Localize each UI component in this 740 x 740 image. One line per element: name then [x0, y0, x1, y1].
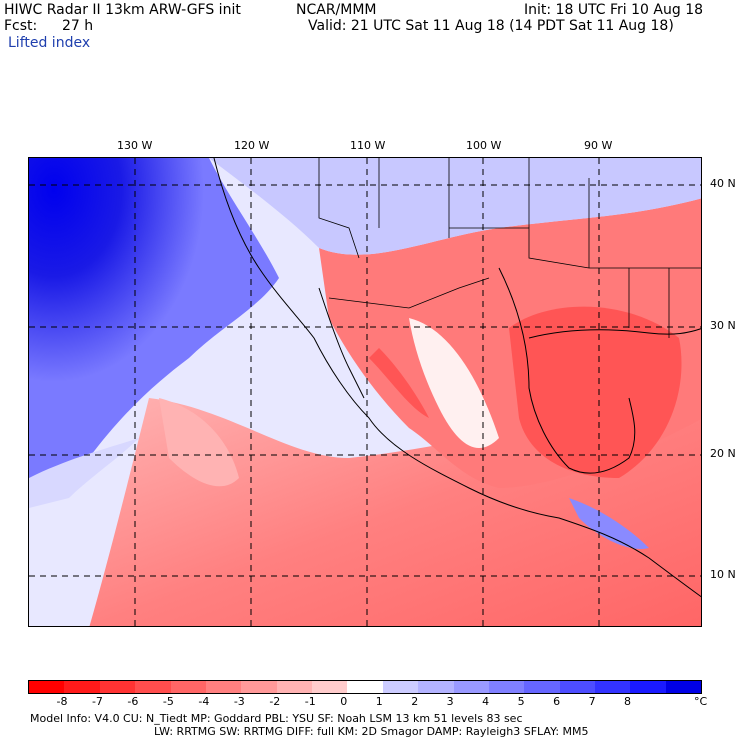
- colorbar-unit: °C: [694, 695, 708, 708]
- colorbar-tick-label: 8: [624, 695, 632, 708]
- colorbar-tick-label: 3: [446, 695, 454, 708]
- header-agency: NCAR/MMM: [296, 2, 377, 18]
- colorbar-tick-label: -6: [127, 695, 139, 708]
- colorbar-swatch: [29, 681, 65, 693]
- colorbar-swatch: [595, 681, 631, 693]
- mexican-plateau-stable: [409, 318, 499, 448]
- colorbar-swatch: [241, 681, 277, 693]
- header-fcst-value: 27 h: [62, 18, 94, 34]
- header-valid: Valid: 21 UTC Sat 11 Aug 18 (14 PDT Sat …: [308, 18, 674, 34]
- colorbar-tick-label: -2: [269, 695, 281, 708]
- model-info-line2: LW: RRTMG SW: RRTMG DIFF: full KM: 2D Sm…: [154, 725, 589, 738]
- coastlines: [213, 158, 701, 598]
- colorbar-tick-label: 5: [517, 695, 525, 708]
- colorbar-tick-label: -3: [233, 695, 245, 708]
- colorbar-swatch: [453, 681, 489, 693]
- colorbar-swatch: [205, 681, 242, 693]
- colorbar-swatch: [99, 681, 136, 693]
- colorbar-swatch: [382, 681, 419, 693]
- colorbar-tick-label: -8: [56, 695, 68, 708]
- colorbar-tick-label: 0: [340, 695, 348, 708]
- lat-label-20n: 20 N: [710, 447, 736, 460]
- colorbar-swatch: [488, 681, 525, 693]
- colorbar-tick-label: -7: [91, 695, 103, 708]
- state-borders: [318, 158, 701, 338]
- colorbar: [28, 680, 702, 694]
- model-info-line1: Model Info: V4.0 CU: N_Tiedt MP: Goddard…: [30, 712, 523, 725]
- colorbar-swatch: [559, 681, 595, 693]
- colorbar-swatch: [312, 681, 348, 693]
- colorbar-swatch: [665, 681, 702, 693]
- colorbar-swatch: [347, 681, 383, 693]
- gulf-strong-instability: [509, 306, 682, 478]
- lat-label-40n: 40 N: [710, 177, 736, 190]
- colorbar-tick-label: 2: [411, 695, 419, 708]
- colorbar-tick-label: -1: [304, 695, 316, 708]
- colorbar-swatch: [524, 681, 560, 693]
- colorbar-tick-label: -4: [198, 695, 210, 708]
- header-fcst-label: Fcst:: [4, 18, 38, 34]
- warm-tongue: [159, 398, 239, 487]
- lat-lon-grid: [29, 158, 701, 626]
- lat-label-30n: 30 N: [710, 319, 736, 332]
- pacific-stable-area: [29, 158, 279, 478]
- colorbar-swatch: [276, 681, 312, 693]
- colorbar-swatch: [630, 681, 666, 693]
- lon-label-100w: 100 W: [466, 139, 502, 152]
- lifted-index-map: [29, 158, 701, 626]
- colorbar-swatch: [170, 681, 206, 693]
- central-america-stable: [569, 498, 649, 549]
- colorbar-tick-label: -5: [162, 695, 174, 708]
- colorbar-tick-label: 1: [375, 695, 383, 708]
- lon-label-130w: 130 W: [117, 139, 153, 152]
- field-name: Lifted index: [8, 35, 91, 51]
- colorbar-tick-label: 7: [588, 695, 596, 708]
- sierra-madre-instability: [369, 348, 429, 418]
- map-panel: [28, 157, 702, 627]
- header-init: Init: 18 UTC Fri 10 Aug 18: [524, 2, 704, 18]
- lon-label-120w: 120 W: [234, 139, 270, 152]
- header-title: HIWC Radar II 13km ARW-GFS init: [4, 2, 241, 18]
- lon-label-90w: 90 W: [584, 139, 613, 152]
- us-stable-area: [209, 158, 701, 255]
- colorbar-swatch: [418, 681, 454, 693]
- colorbar-tick-label: 4: [482, 695, 490, 708]
- colorbar-swatch: [135, 681, 171, 693]
- colorbar-swatch: [64, 681, 100, 693]
- lon-label-110w: 110 W: [350, 139, 386, 152]
- lat-label-10n: 10 N: [710, 568, 736, 581]
- colorbar-tick-label: 6: [553, 695, 561, 708]
